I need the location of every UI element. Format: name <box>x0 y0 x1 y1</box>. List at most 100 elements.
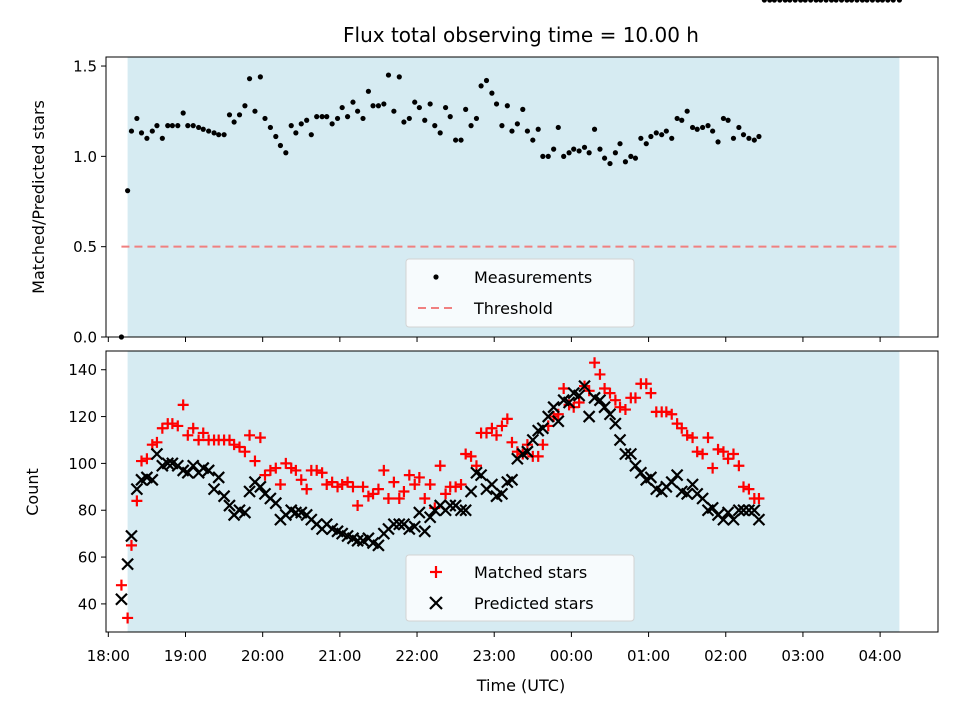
matched-star-marker <box>151 436 163 448</box>
measurement-point <box>458 137 464 143</box>
matched-star-marker <box>532 450 544 462</box>
measurements-points <box>118 0 903 340</box>
measurement-point <box>437 130 443 136</box>
matched-star-marker <box>594 368 606 380</box>
measurement-point <box>555 124 561 131</box>
matched-star-marker <box>409 478 421 490</box>
predicted-star-marker <box>721 506 735 519</box>
matched-star-marker <box>316 467 328 479</box>
matched-star-marker <box>537 439 549 451</box>
matched-star-marker <box>372 483 384 495</box>
measurement-point <box>509 128 515 134</box>
x-tick-label: 01:00 <box>627 647 670 665</box>
predicted-star-marker <box>686 478 699 491</box>
bottom-y-ticks: 40 60 80 100 120 140 <box>68 361 106 613</box>
y-tick-label: 1.0 <box>73 148 97 166</box>
x-axis-label: Time (UTC) <box>476 676 565 695</box>
measurement-point <box>468 123 474 129</box>
matched-star-marker <box>506 436 518 448</box>
matched-star-marker <box>177 399 189 411</box>
top-panel: 0.0 0.5 1.0 1.5 Matched/Predicted stars Mea… <box>29 0 939 347</box>
matched-star-marker <box>450 481 462 493</box>
measurement-point <box>246 76 253 82</box>
predicted-star-marker <box>624 447 638 461</box>
predicted-star-marker <box>578 379 591 393</box>
measurement-point <box>298 121 304 127</box>
predicted-star-marker <box>393 518 406 531</box>
measurement-point <box>190 123 196 129</box>
measurement-point <box>700 124 706 131</box>
measurement-point <box>385 72 392 78</box>
measurement-point <box>551 146 557 152</box>
matched-star-marker <box>254 432 266 444</box>
measurement-point <box>740 132 747 138</box>
matched-star-marker <box>501 413 513 425</box>
matched-star-marker <box>619 404 631 416</box>
matched-star-marker <box>274 478 286 490</box>
predicted-star-marker <box>217 489 231 503</box>
measurement-point <box>396 74 402 80</box>
measurement-point <box>818 0 824 3</box>
predicted-star-marker <box>598 400 611 414</box>
measurement-point <box>854 0 860 3</box>
measurement-point <box>638 135 644 141</box>
measurement-point <box>149 128 155 134</box>
measurement-point <box>561 153 567 159</box>
matched-star-marker <box>182 429 194 441</box>
predicted-star-marker <box>459 503 472 517</box>
predicted-star-marker <box>521 445 534 458</box>
matched-star-marker <box>604 387 616 399</box>
measurement-point <box>653 130 659 136</box>
measurement-point <box>514 121 520 127</box>
x-tick-label: 18:00 <box>87 647 130 665</box>
matched-star-marker <box>697 448 709 460</box>
predicted-star-marker <box>485 478 499 491</box>
measurement-point <box>520 106 526 112</box>
matched-star-marker <box>382 493 394 505</box>
measurement-point <box>381 101 387 107</box>
measurement-point <box>782 0 788 3</box>
y-tick-label: 40 <box>78 595 97 613</box>
measurement-point <box>422 117 428 123</box>
y-tick-label: 60 <box>78 549 97 567</box>
matched-star-marker <box>691 446 703 458</box>
measurement-point <box>165 123 171 129</box>
x-tick-label: 03:00 <box>781 647 824 665</box>
matched-star-marker <box>197 427 209 439</box>
matched-star-marker <box>264 464 276 476</box>
measurement-point <box>226 112 233 118</box>
predicted-star-marker <box>121 557 134 571</box>
measurement-point <box>406 115 412 122</box>
x-tick-label: 23:00 <box>473 647 516 665</box>
predicted-star-marker <box>670 468 684 482</box>
matched-star-marker <box>707 462 719 474</box>
predicted-star-marker <box>351 534 364 547</box>
measurement-point <box>211 130 217 136</box>
matched-star-marker <box>743 483 755 495</box>
y-tick-label: 120 <box>68 408 97 426</box>
legend-measurements-marker <box>433 274 439 280</box>
measurement-point <box>304 117 310 123</box>
predicted-star-marker <box>732 503 746 517</box>
measurement-point <box>236 112 243 118</box>
matched-star-marker <box>419 493 431 505</box>
measurement-point <box>293 130 299 136</box>
top-legend: Measurements Threshold <box>405 258 635 328</box>
measurement-point <box>125 188 131 194</box>
measurement-point <box>314 114 320 120</box>
measurement-point <box>144 135 150 141</box>
matched-star-marker <box>270 462 282 474</box>
measurement-point <box>628 153 634 159</box>
measurement-point <box>767 0 773 3</box>
matched-star-marker <box>589 357 601 369</box>
predicted-star-marker <box>562 396 576 409</box>
legend-threshold-label: Threshold <box>473 299 553 318</box>
matched-star-marker <box>125 539 137 551</box>
predicted-star-marker <box>752 513 766 526</box>
measurement-point <box>344 114 351 120</box>
predicted-star-marker <box>474 468 488 482</box>
bottom-legend-box <box>405 554 635 622</box>
x-tick-label: 20:00 <box>241 647 284 665</box>
predicted-star-marker <box>207 482 221 496</box>
matched-star-marker <box>398 486 410 497</box>
